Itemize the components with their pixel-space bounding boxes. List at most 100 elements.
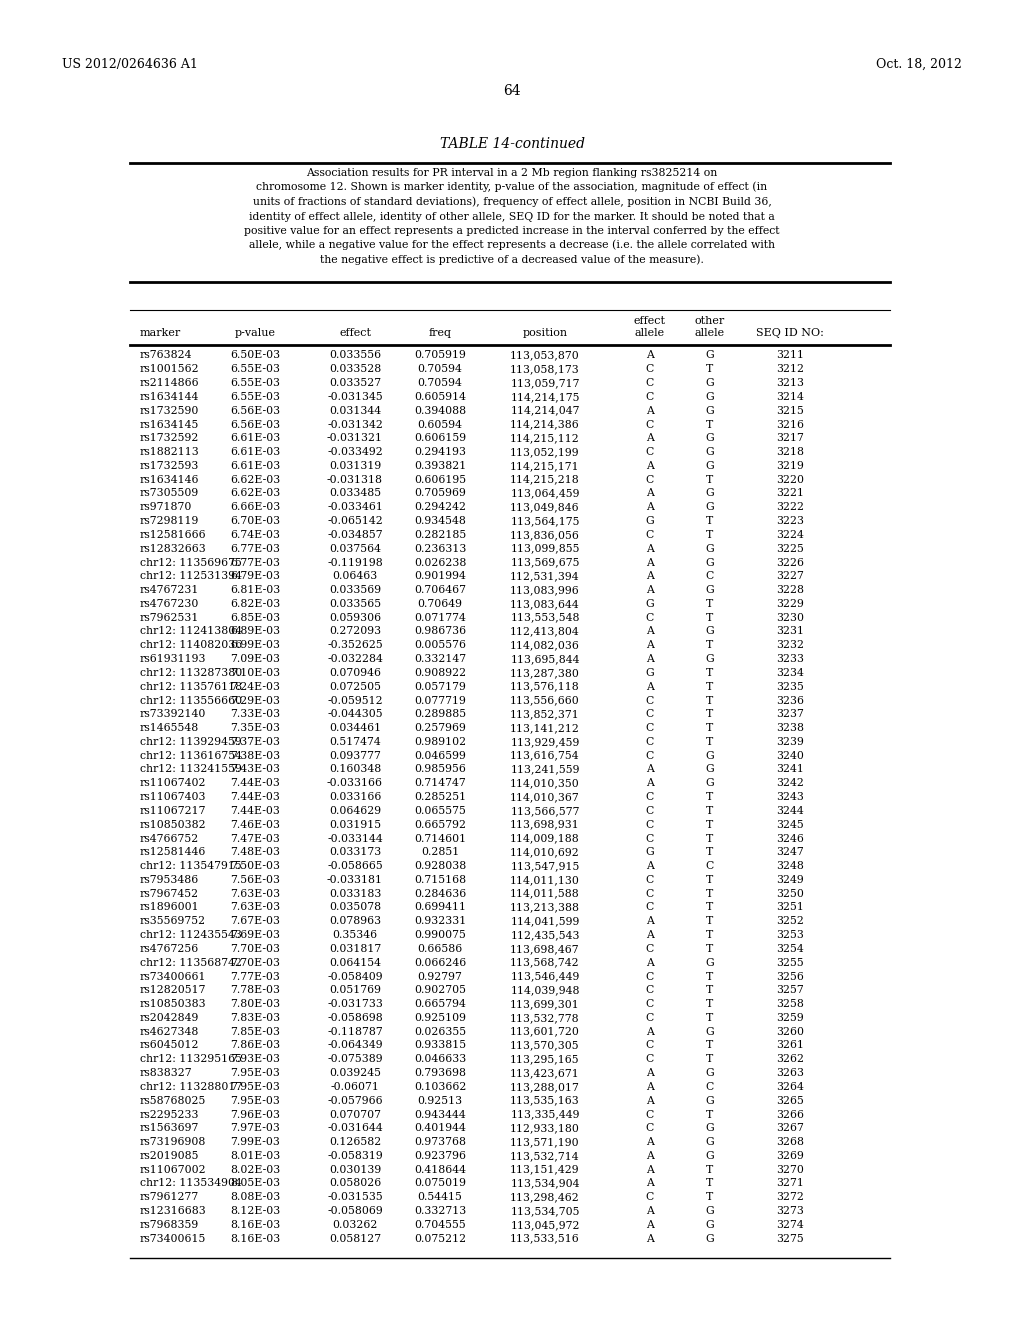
Text: 7.35E-03: 7.35E-03	[230, 723, 280, 733]
Text: 113,298,462: 113,298,462	[510, 1192, 580, 1203]
Text: 113,699,301: 113,699,301	[510, 999, 580, 1008]
Text: A: A	[646, 1082, 654, 1092]
Text: 0.66586: 0.66586	[418, 944, 463, 954]
Text: effect: effect	[634, 315, 666, 326]
Text: A: A	[646, 1164, 654, 1175]
Text: 0.2851: 0.2851	[421, 847, 459, 857]
Text: 3248: 3248	[776, 861, 804, 871]
Text: 113,534,904: 113,534,904	[510, 1179, 580, 1188]
Text: 0.990075: 0.990075	[414, 931, 466, 940]
Text: positive value for an effect represents a predicted increase in the interval con: positive value for an effect represents …	[245, 226, 779, 236]
Text: 0.033556: 0.033556	[329, 351, 381, 360]
Text: marker: marker	[140, 329, 181, 338]
Text: C: C	[646, 392, 654, 401]
Text: 3273: 3273	[776, 1206, 804, 1216]
Text: 0.058026: 0.058026	[329, 1179, 381, 1188]
Text: 3220: 3220	[776, 475, 804, 484]
Text: C: C	[646, 378, 654, 388]
Text: 3240: 3240	[776, 751, 804, 760]
Text: chr12: 112531394: chr12: 112531394	[140, 572, 242, 581]
Text: A: A	[646, 861, 654, 871]
Text: chr12: 113616754: chr12: 113616754	[140, 751, 242, 760]
Text: 7.96E-03: 7.96E-03	[230, 1110, 280, 1119]
Text: 3225: 3225	[776, 544, 804, 553]
Text: -0.044305: -0.044305	[328, 709, 383, 719]
Text: 0.933815: 0.933815	[414, 1040, 466, 1051]
Text: G: G	[706, 1137, 715, 1147]
Text: 7.83E-03: 7.83E-03	[230, 1012, 280, 1023]
Text: C: C	[706, 1082, 714, 1092]
Text: 0.272093: 0.272093	[329, 627, 381, 636]
Text: 3244: 3244	[776, 807, 804, 816]
Text: A: A	[646, 655, 654, 664]
Text: G: G	[706, 1096, 715, 1106]
Text: 0.92797: 0.92797	[418, 972, 463, 982]
Text: 113,564,175: 113,564,175	[510, 516, 580, 527]
Text: -0.033461: -0.033461	[327, 503, 383, 512]
Text: -0.031644: -0.031644	[327, 1123, 383, 1134]
Text: 113,241,559: 113,241,559	[510, 764, 580, 775]
Text: 3270: 3270	[776, 1164, 804, 1175]
Text: 0.071774: 0.071774	[414, 612, 466, 623]
Text: -0.058409: -0.058409	[328, 972, 383, 982]
Text: 0.665792: 0.665792	[414, 820, 466, 830]
Text: 0.058127: 0.058127	[329, 1234, 381, 1243]
Text: 7.44E-03: 7.44E-03	[230, 779, 280, 788]
Text: 3243: 3243	[776, 792, 804, 803]
Text: G: G	[706, 1151, 715, 1160]
Text: rs61931193: rs61931193	[140, 655, 207, 664]
Text: 113,049,846: 113,049,846	[510, 503, 580, 512]
Text: 0.393821: 0.393821	[414, 461, 466, 471]
Text: 113,576,118: 113,576,118	[510, 681, 580, 692]
Text: T: T	[707, 972, 714, 982]
Text: 113,601,720: 113,601,720	[510, 1027, 580, 1036]
Text: T: T	[707, 1110, 714, 1119]
Text: 7.56E-03: 7.56E-03	[230, 875, 280, 884]
Text: 3267: 3267	[776, 1123, 804, 1134]
Text: US 2012/0264636 A1: US 2012/0264636 A1	[62, 58, 198, 71]
Text: rs35569752: rs35569752	[140, 916, 206, 927]
Text: G: G	[706, 764, 715, 775]
Text: 0.051769: 0.051769	[329, 985, 381, 995]
Text: 0.066246: 0.066246	[414, 958, 466, 968]
Text: 113,546,449: 113,546,449	[510, 972, 580, 982]
Text: 7.10E-03: 7.10E-03	[230, 668, 280, 678]
Text: T: T	[707, 888, 714, 899]
Text: G: G	[706, 1234, 715, 1243]
Text: 7.70E-03: 7.70E-03	[230, 944, 280, 954]
Text: C: C	[646, 1012, 654, 1023]
Text: 0.030139: 0.030139	[329, 1164, 381, 1175]
Text: T: T	[707, 820, 714, 830]
Text: 113,059,717: 113,059,717	[510, 378, 580, 388]
Text: 112,435,543: 112,435,543	[510, 931, 580, 940]
Text: 0.665794: 0.665794	[414, 999, 466, 1008]
Text: C: C	[646, 888, 654, 899]
Text: A: A	[646, 351, 654, 360]
Text: C: C	[646, 696, 654, 705]
Text: 3213: 3213	[776, 378, 804, 388]
Text: C: C	[646, 972, 654, 982]
Text: 3217: 3217	[776, 433, 804, 444]
Text: rs2019085: rs2019085	[140, 1151, 200, 1160]
Text: 113,570,305: 113,570,305	[510, 1040, 580, 1051]
Text: chr12: 113288017: chr12: 113288017	[140, 1082, 243, 1092]
Text: 0.070946: 0.070946	[329, 668, 381, 678]
Text: 0.059306: 0.059306	[329, 612, 381, 623]
Text: 113,836,056: 113,836,056	[510, 529, 580, 540]
Text: 0.046599: 0.046599	[414, 751, 466, 760]
Text: 6.50E-03: 6.50E-03	[230, 351, 280, 360]
Text: G: G	[706, 378, 715, 388]
Text: 3238: 3238	[776, 723, 804, 733]
Text: 7.48E-03: 7.48E-03	[230, 847, 280, 857]
Text: 113,213,388: 113,213,388	[510, 903, 580, 912]
Text: C: C	[646, 709, 654, 719]
Text: 113,295,165: 113,295,165	[510, 1055, 580, 1064]
Text: rs7962531: rs7962531	[140, 612, 200, 623]
Text: G: G	[706, 503, 715, 512]
Text: 114,214,175: 114,214,175	[510, 392, 580, 401]
Text: 8.02E-03: 8.02E-03	[229, 1164, 281, 1175]
Text: freq: freq	[428, 329, 452, 338]
Text: 112,933,180: 112,933,180	[510, 1123, 580, 1134]
Text: 0.715168: 0.715168	[414, 875, 466, 884]
Text: T: T	[707, 916, 714, 927]
